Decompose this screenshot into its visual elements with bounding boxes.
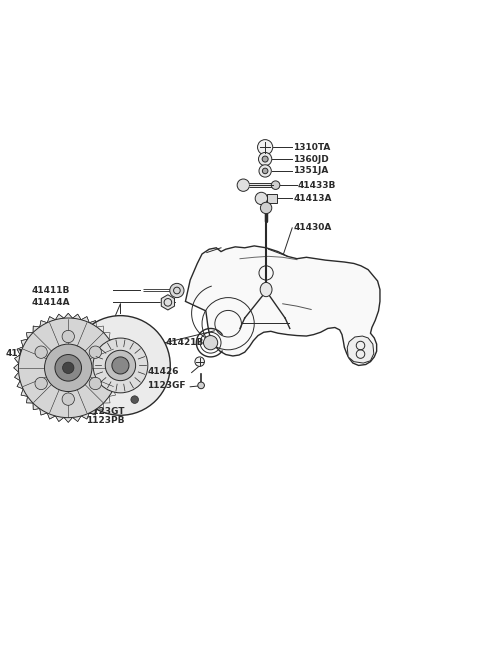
Circle shape — [259, 266, 273, 280]
Circle shape — [198, 382, 204, 388]
Circle shape — [271, 181, 280, 189]
FancyBboxPatch shape — [266, 194, 277, 202]
Circle shape — [62, 330, 74, 343]
Text: 41430A: 41430A — [293, 223, 332, 233]
Polygon shape — [347, 336, 374, 363]
Circle shape — [170, 284, 184, 297]
Ellipse shape — [260, 282, 272, 297]
Circle shape — [18, 318, 118, 418]
Circle shape — [45, 344, 92, 392]
Text: 41414A: 41414A — [31, 298, 70, 307]
Circle shape — [237, 179, 250, 191]
Text: 1351JA: 1351JA — [293, 166, 328, 176]
Text: 41433B: 41433B — [298, 181, 336, 190]
Circle shape — [89, 377, 102, 390]
Circle shape — [255, 193, 267, 204]
Circle shape — [259, 153, 272, 166]
Circle shape — [261, 202, 272, 214]
Circle shape — [35, 377, 48, 390]
Circle shape — [258, 140, 273, 155]
Circle shape — [105, 350, 136, 381]
Polygon shape — [185, 246, 380, 365]
Text: 41413A: 41413A — [293, 194, 332, 203]
Text: 41426: 41426 — [147, 367, 179, 376]
Circle shape — [263, 168, 268, 174]
Circle shape — [62, 362, 74, 373]
Circle shape — [131, 396, 138, 403]
Text: 1310TA: 1310TA — [293, 143, 331, 152]
Circle shape — [62, 393, 74, 405]
Circle shape — [259, 165, 271, 177]
Polygon shape — [161, 295, 174, 310]
Text: 41300: 41300 — [64, 338, 96, 347]
Text: 1123GT: 1123GT — [86, 407, 124, 417]
Text: 41421B: 41421B — [166, 338, 204, 347]
Circle shape — [71, 316, 170, 415]
Text: 1123PB: 1123PB — [86, 415, 124, 424]
Text: 1360JD: 1360JD — [293, 155, 329, 164]
Polygon shape — [14, 313, 123, 422]
Circle shape — [262, 156, 268, 162]
Text: 41411B: 41411B — [31, 286, 70, 295]
Circle shape — [195, 357, 204, 366]
Text: 41100: 41100 — [5, 349, 36, 358]
Circle shape — [55, 354, 82, 381]
Circle shape — [35, 346, 48, 358]
Circle shape — [112, 357, 129, 374]
Circle shape — [93, 338, 148, 393]
Circle shape — [89, 346, 102, 358]
Text: 1123GF: 1123GF — [147, 381, 186, 390]
Circle shape — [204, 335, 218, 350]
